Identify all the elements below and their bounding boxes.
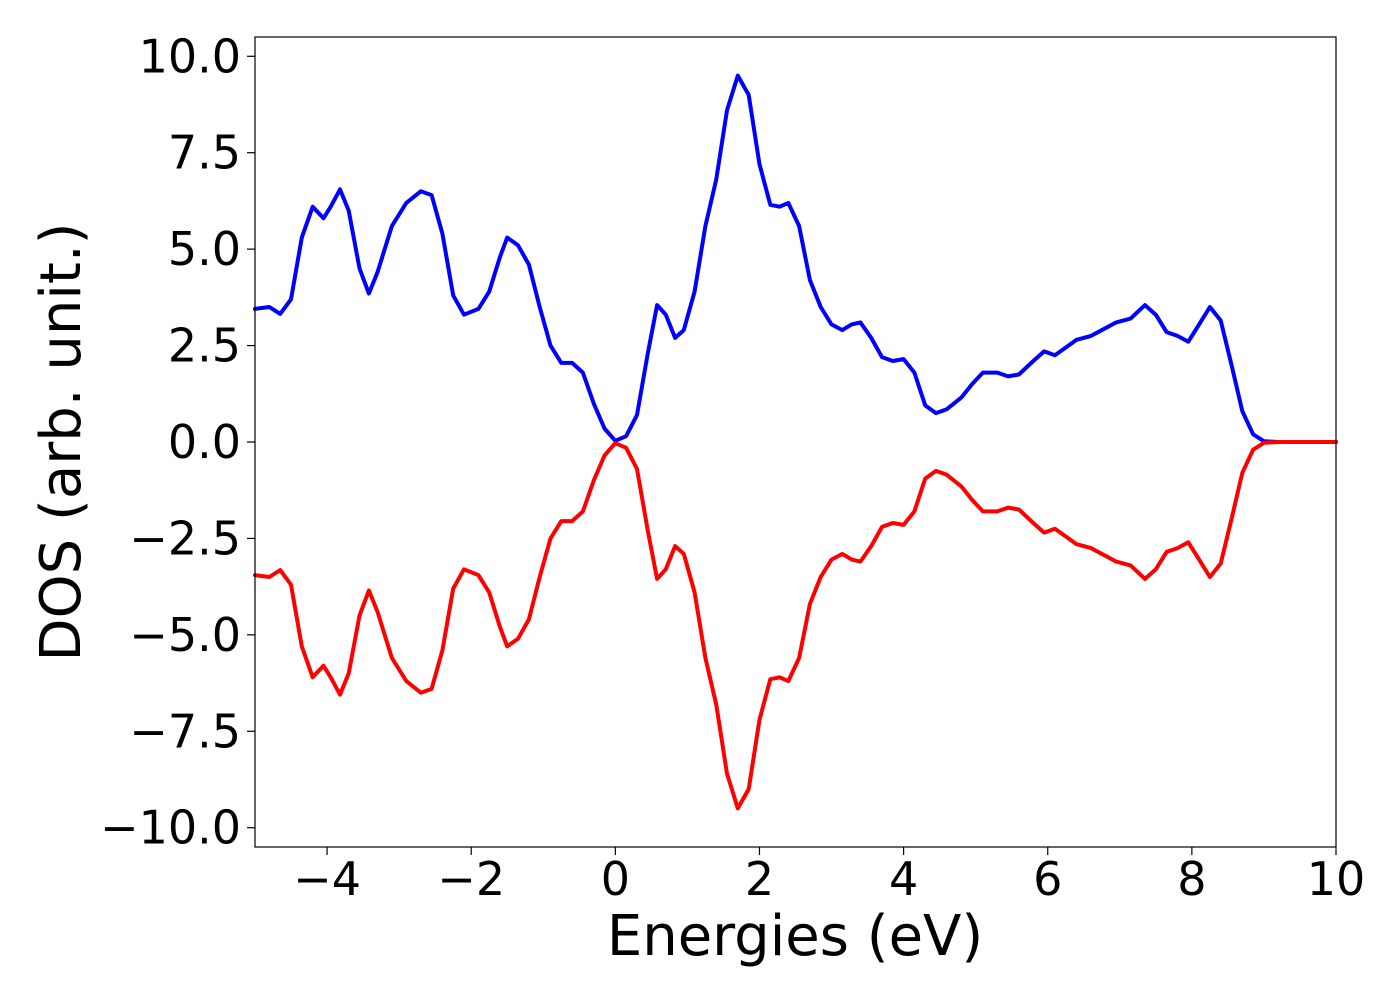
- y-tick-label: 10.0: [139, 29, 241, 83]
- y-tick-label: 2.5: [168, 319, 241, 373]
- x-tick-label: −4: [293, 852, 361, 906]
- y-tick-label: 7.5: [168, 126, 241, 180]
- series-line-1: [253, 73, 1338, 444]
- series-layer: [253, 73, 1338, 811]
- x-tick-label: 8: [1177, 852, 1206, 906]
- y-tick-label: −5.0: [129, 608, 241, 662]
- x-tick-label: 6: [1033, 852, 1062, 906]
- x-axis-ticks: −4 −2 0 2 4 6 8 10: [293, 847, 1365, 906]
- x-tick-label: 2: [745, 852, 774, 906]
- x-tick-label: 10: [1307, 852, 1366, 906]
- x-tick-label: 4: [889, 852, 918, 906]
- x-tick-label: 0: [601, 852, 630, 906]
- series-line-2: [253, 440, 1338, 811]
- y-tick-label: −10.0: [100, 801, 241, 855]
- y-tick-label: 0.0: [168, 415, 241, 469]
- plot-frame: [254, 36, 1337, 848]
- x-axis-label: Energies (eV): [607, 904, 983, 969]
- y-tick-label: −2.5: [129, 511, 241, 565]
- y-axis-ticks: 10.0 7.5 5.0 2.5 0.0 −2.5 −5.0 −7.5 −10.0: [100, 29, 255, 855]
- y-axis-label: DOS (arb. unit.): [29, 222, 94, 661]
- y-tick-label: 5.0: [168, 222, 241, 276]
- x-tick-label: −2: [437, 852, 505, 906]
- y-tick-label: −7.5: [129, 704, 241, 758]
